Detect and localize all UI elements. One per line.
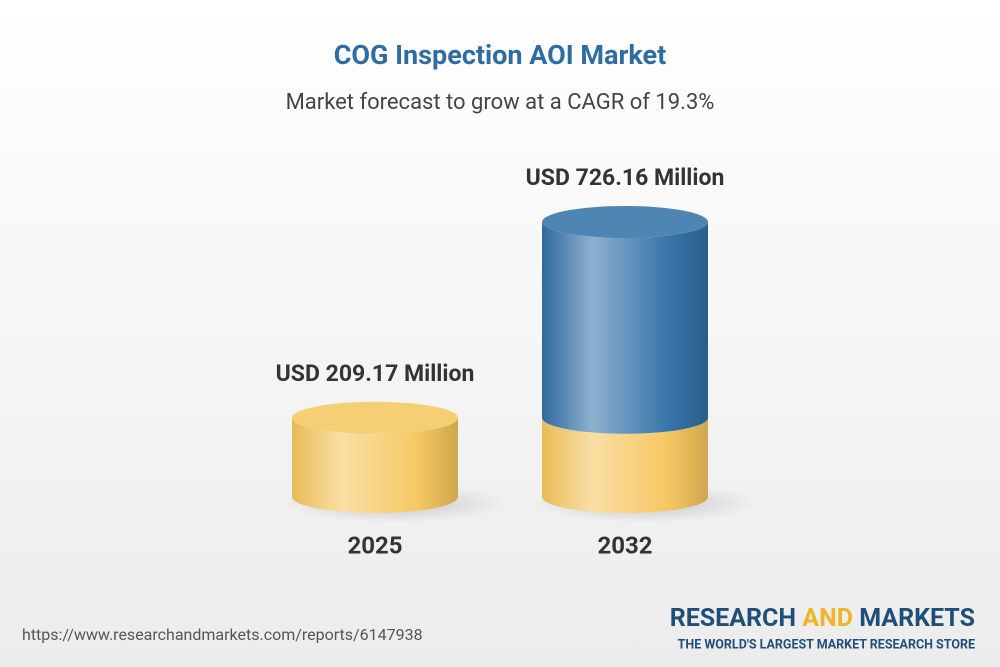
logo-tagline: THE WORLD'S LARGEST MARKET RESEARCH STOR… (678, 637, 975, 652)
x-tick-label: 2032 (597, 531, 652, 559)
logo-word: AND (802, 604, 853, 633)
cylinder-top (542, 206, 708, 238)
cylinder-base (542, 417, 708, 513)
source-url: https://www.researchandmarkets.com/repor… (22, 625, 423, 644)
value-label: USD 209.17 Million (276, 360, 475, 387)
chart-title: COG Inspection AOI Market (334, 39, 666, 71)
cylinder-top (292, 401, 458, 434)
logo-word: MARKETS (859, 604, 975, 633)
value-label: USD 726.16 Million (526, 164, 725, 191)
chart-subtitle: Market forecast to grow at a CAGR of 19.… (286, 90, 715, 115)
cylinder-body (542, 222, 708, 434)
logo-word: RESEARCH (670, 604, 796, 633)
x-tick-label: 2025 (347, 531, 402, 559)
logo: RESEARCH AND MARKETS (670, 604, 975, 633)
cylinder-base (292, 417, 458, 513)
